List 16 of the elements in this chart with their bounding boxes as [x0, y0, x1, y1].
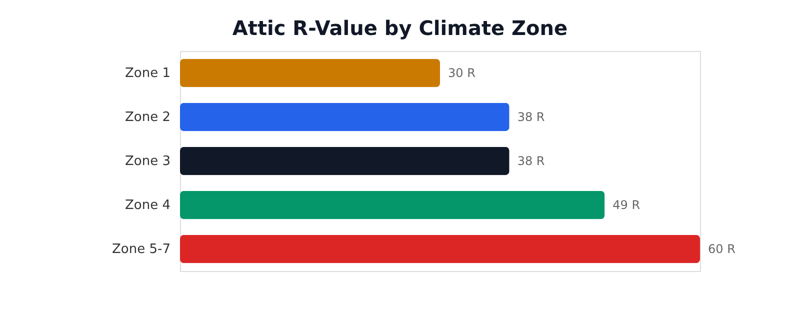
- y-tick-label: Zone 1: [125, 66, 170, 81]
- y-tick-label: Zone 3: [125, 154, 170, 169]
- data-label: 38 R: [517, 154, 545, 168]
- bar: [180, 190, 605, 220]
- data-label: 49 R: [612, 198, 640, 212]
- bar: [180, 102, 510, 132]
- data-label: 60 R: [708, 242, 736, 256]
- bar: [180, 146, 510, 176]
- chart-title: Attic R-Value by Climate Zone: [232, 16, 568, 40]
- y-tick-label: Zone 5-7: [112, 242, 170, 257]
- y-tick-label: Zone 2: [125, 110, 170, 125]
- bar: [180, 234, 700, 264]
- bar: [180, 58, 440, 88]
- data-label: 38 R: [517, 110, 545, 124]
- y-tick-label: Zone 4: [125, 198, 170, 213]
- data-label: 30 R: [448, 66, 476, 80]
